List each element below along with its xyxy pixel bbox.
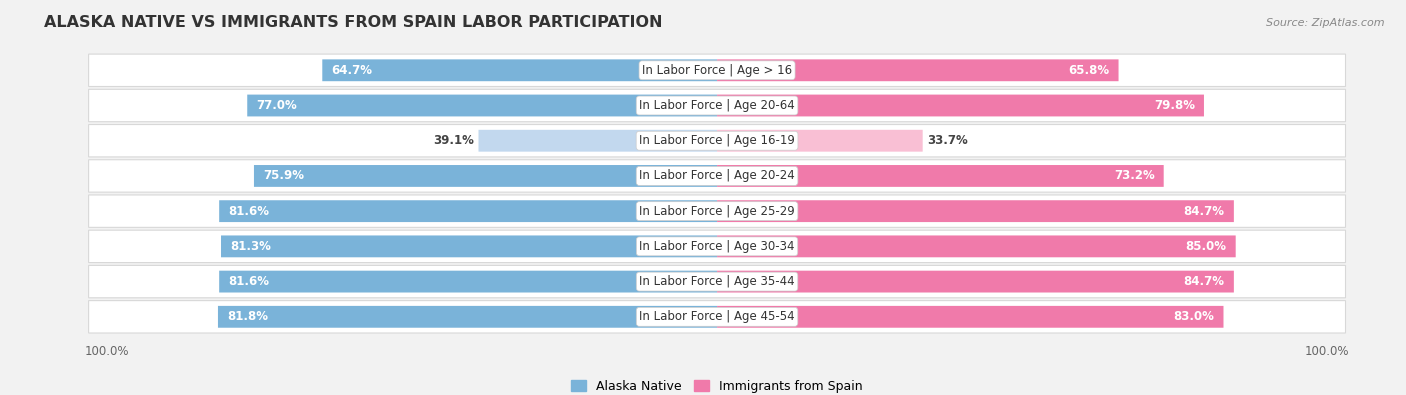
Text: 73.2%: 73.2%	[1114, 169, 1154, 182]
Text: 77.0%: 77.0%	[256, 99, 297, 112]
FancyBboxPatch shape	[89, 265, 1346, 298]
FancyBboxPatch shape	[89, 195, 1346, 228]
FancyBboxPatch shape	[89, 54, 1346, 87]
Text: In Labor Force | Age 35-44: In Labor Force | Age 35-44	[640, 275, 794, 288]
Text: 81.3%: 81.3%	[231, 240, 271, 253]
Text: ALASKA NATIVE VS IMMIGRANTS FROM SPAIN LABOR PARTICIPATION: ALASKA NATIVE VS IMMIGRANTS FROM SPAIN L…	[45, 15, 664, 30]
FancyBboxPatch shape	[89, 89, 1346, 122]
FancyBboxPatch shape	[221, 235, 717, 257]
FancyBboxPatch shape	[322, 59, 717, 81]
FancyBboxPatch shape	[89, 124, 1346, 157]
FancyBboxPatch shape	[219, 271, 717, 293]
Text: 85.0%: 85.0%	[1185, 240, 1226, 253]
FancyBboxPatch shape	[89, 230, 1346, 263]
Text: 81.8%: 81.8%	[228, 310, 269, 324]
Text: 79.8%: 79.8%	[1154, 99, 1195, 112]
FancyBboxPatch shape	[219, 200, 717, 222]
Text: In Labor Force | Age 20-64: In Labor Force | Age 20-64	[640, 99, 794, 112]
Text: 84.7%: 84.7%	[1184, 275, 1225, 288]
Text: 39.1%: 39.1%	[433, 134, 474, 147]
FancyBboxPatch shape	[717, 271, 1234, 293]
Text: In Labor Force | Age 16-19: In Labor Force | Age 16-19	[640, 134, 794, 147]
Text: 75.9%: 75.9%	[263, 169, 304, 182]
FancyBboxPatch shape	[717, 235, 1236, 257]
FancyBboxPatch shape	[89, 301, 1346, 333]
Text: In Labor Force | Age 20-24: In Labor Force | Age 20-24	[640, 169, 794, 182]
Text: In Labor Force | Age 30-34: In Labor Force | Age 30-34	[640, 240, 794, 253]
FancyBboxPatch shape	[478, 130, 717, 152]
FancyBboxPatch shape	[89, 160, 1346, 192]
FancyBboxPatch shape	[717, 200, 1234, 222]
FancyBboxPatch shape	[717, 59, 1119, 81]
FancyBboxPatch shape	[717, 165, 1164, 187]
Text: 84.7%: 84.7%	[1184, 205, 1225, 218]
FancyBboxPatch shape	[247, 94, 717, 117]
Text: 81.6%: 81.6%	[228, 275, 270, 288]
Text: 65.8%: 65.8%	[1069, 64, 1109, 77]
Text: 64.7%: 64.7%	[332, 64, 373, 77]
Text: 33.7%: 33.7%	[928, 134, 969, 147]
FancyBboxPatch shape	[218, 306, 717, 328]
FancyBboxPatch shape	[717, 130, 922, 152]
Text: In Labor Force | Age 45-54: In Labor Force | Age 45-54	[640, 310, 794, 324]
FancyBboxPatch shape	[717, 94, 1204, 117]
Text: Source: ZipAtlas.com: Source: ZipAtlas.com	[1267, 18, 1385, 28]
FancyBboxPatch shape	[254, 165, 717, 187]
Text: 83.0%: 83.0%	[1174, 310, 1215, 324]
FancyBboxPatch shape	[717, 306, 1223, 328]
Text: In Labor Force | Age 25-29: In Labor Force | Age 25-29	[640, 205, 794, 218]
Text: In Labor Force | Age > 16: In Labor Force | Age > 16	[643, 64, 792, 77]
Legend: Alaska Native, Immigrants from Spain: Alaska Native, Immigrants from Spain	[567, 375, 868, 395]
Text: 81.6%: 81.6%	[228, 205, 270, 218]
